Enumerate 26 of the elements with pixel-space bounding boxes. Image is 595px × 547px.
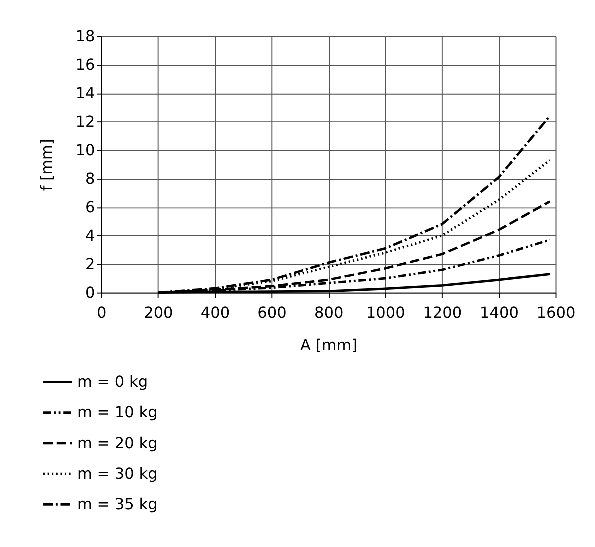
- y-tick-label: 12: [76, 113, 96, 132]
- legend-label: m = 0 kg: [77, 373, 148, 392]
- y-tick-label: 10: [76, 142, 96, 160]
- x-tick-label: 1200: [423, 304, 462, 322]
- legend-label: m = 10 kg: [77, 404, 158, 422]
- x-tick-label: 0: [97, 304, 107, 322]
- y-tick-label: 14: [76, 84, 96, 103]
- x-tick-label: 1600: [536, 304, 576, 322]
- y-tick-label: 8: [85, 170, 96, 188]
- x-tick-label: 200: [144, 304, 174, 322]
- legend-label: m = 20 kg: [77, 434, 158, 452]
- y-tick-label: 2: [85, 256, 96, 274]
- x-tick-label: 800: [314, 304, 344, 322]
- x-tick-label: 400: [200, 304, 230, 322]
- legend-label: m = 30 kg: [77, 464, 158, 483]
- x-tick-label: 600: [258, 304, 287, 322]
- y-axis-title: f [mm]: [38, 139, 56, 192]
- y-tick-label: 16: [76, 56, 96, 74]
- x-tick-label: 1400: [480, 304, 519, 322]
- y-tick-label: 18: [76, 28, 96, 46]
- y-tick-label: 6: [85, 198, 96, 217]
- legend-label: m = 35 kg: [77, 495, 158, 514]
- y-tick-label: 4: [85, 227, 96, 246]
- x-tick-label: 1000: [366, 304, 406, 322]
- x-axis-title: A [mm]: [300, 336, 358, 355]
- y-tick-label: 0: [85, 284, 96, 302]
